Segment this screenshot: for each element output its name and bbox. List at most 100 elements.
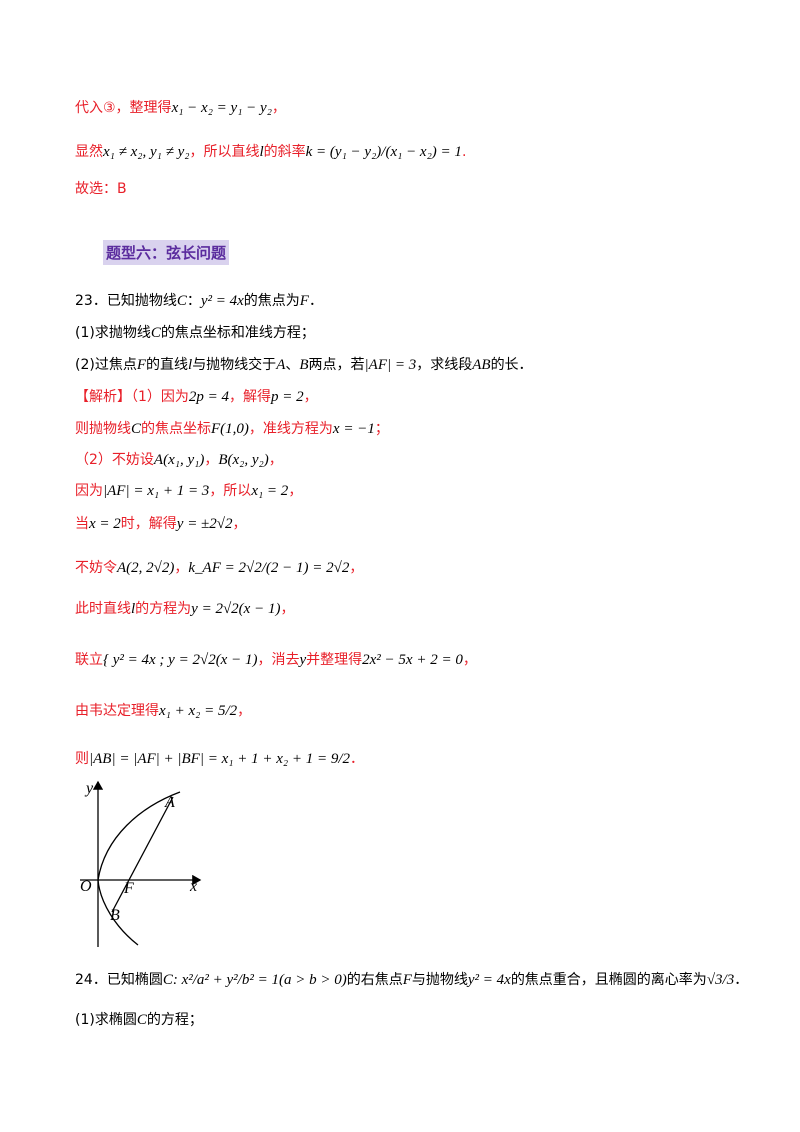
math: 2p = 4	[188, 389, 230, 405]
math: |AB| = |AF| + |BF| = x₁ + 1 + x₂ + 1 = 9…	[89, 751, 350, 767]
math: k_AF = 2√2/(2 − 1) = 2√2	[188, 560, 350, 576]
text: 的焦点坐标和准线方程；	[160, 325, 315, 341]
text: ．	[308, 293, 323, 309]
math: x = 2	[89, 516, 121, 532]
text: 24．已知椭圆	[75, 972, 163, 988]
text: ，	[280, 601, 295, 617]
text: 时，解得	[120, 516, 177, 532]
text: 的焦点重合，且椭圆的离心率为	[510, 972, 707, 988]
chord	[111, 796, 174, 913]
text-line: 则|AB| = |AF| + |BF| = x₁ + 1 + x₂ + 1 = …	[75, 749, 364, 769]
math: y = 2√2(x − 1)	[191, 601, 281, 617]
figure-label: F	[123, 880, 134, 897]
text-line: 23．已知抛物线C：y² = 4x的焦点为F．	[75, 291, 323, 311]
math: y	[299, 652, 307, 668]
text: 23．已知抛物线	[75, 293, 177, 309]
text: ，	[204, 452, 219, 468]
text-line: （2）不妨设A(x₁, y₁)，B(x₂, y₂)，	[75, 450, 283, 470]
text: ，	[462, 652, 477, 668]
text-line: 代入③，整理得x₁ − x₂ = y₁ − y₂，	[75, 98, 286, 118]
math: p = 2	[271, 389, 304, 405]
text: .	[461, 144, 467, 160]
math: |AF| = 3	[364, 357, 417, 373]
math: B(x₂, y₂)	[218, 452, 269, 468]
math: y = ±2√2	[176, 516, 233, 532]
text: ；	[374, 421, 389, 437]
text-line: 因为|AF| = x₁ + 1 = 3，所以x₁ = 2，	[75, 481, 302, 501]
text: 因为	[75, 483, 103, 499]
text-line: (1)求椭圆C的方程；	[75, 1010, 203, 1030]
text: ．	[349, 751, 364, 767]
text: 不妨令	[75, 560, 117, 576]
text: 代入③，整理得	[75, 100, 172, 116]
text: （2）不妨设	[75, 452, 154, 468]
math: B	[299, 357, 309, 373]
math: C	[150, 325, 161, 341]
text: 的斜率	[263, 144, 306, 160]
text: 的方程为	[135, 601, 192, 617]
text-line: 则抛物线C的焦点坐标F(1,0)，准线方程为x = −1；	[75, 419, 389, 439]
math: AB	[472, 357, 491, 373]
text: ，所以	[209, 483, 252, 499]
text: ，	[349, 560, 364, 576]
text-line: 此时直线l的方程为y = 2√2(x − 1)，	[75, 599, 294, 619]
text: ，求线段	[416, 357, 473, 373]
text: 则	[75, 751, 89, 767]
text-line: 由韦达定理得x₁ + x₂ = 5/2，	[75, 701, 251, 721]
math: y² = 4x	[200, 293, 244, 309]
math: x₁ − x₂ = y₁ − y₂	[171, 100, 272, 116]
math: C	[136, 1012, 147, 1028]
text: ，解得	[229, 389, 272, 405]
math: C	[131, 421, 142, 437]
math: |AF| = x₁ + 1 = 3	[103, 483, 210, 499]
math: C: x²/a² + y²/b² = 1(a > b > 0)	[162, 972, 347, 988]
text: 故选：B	[75, 181, 127, 197]
text: 联立	[75, 652, 103, 668]
text: 当	[75, 516, 89, 532]
text: ，所以直线	[189, 144, 260, 160]
math: x₁ = 2	[251, 483, 289, 499]
math: C	[176, 293, 187, 309]
text-line: 当x = 2时，解得y = ±2√2，	[75, 514, 247, 534]
text: ，	[303, 389, 318, 405]
text: 与抛物线交于	[192, 357, 277, 373]
text: 的方程；	[146, 1012, 203, 1028]
text: ，	[288, 483, 303, 499]
math: x = −1	[332, 421, 375, 437]
text: ：	[186, 293, 201, 309]
text: ，	[174, 560, 189, 576]
figure-label: x	[189, 878, 197, 895]
text: 的直线	[146, 357, 189, 373]
text: ，	[271, 100, 286, 116]
text-line: 联立{ y² = 4x ; y = 2√2(x − 1)，消去y并整理得2x² …	[75, 650, 477, 670]
math: F	[299, 293, 309, 309]
text: 、	[285, 357, 300, 373]
math: y² = 4x	[467, 972, 511, 988]
text: 【解析】（1）因为	[75, 389, 189, 405]
math: l	[188, 357, 193, 373]
text: 则抛物线	[75, 421, 131, 437]
parabola-figure: y A O F x B	[80, 780, 202, 947]
text-line: (1)求抛物线C的焦点坐标和准线方程；	[75, 323, 315, 343]
text: 两点，若	[308, 357, 365, 373]
text: 的焦点为	[243, 293, 300, 309]
text: ，	[232, 516, 247, 532]
text-line: 24．已知椭圆C: x²/a² + y²/b² = 1(a > b > 0)的右…	[75, 970, 748, 990]
text: ，准线方程为	[248, 421, 333, 437]
text: 的右焦点	[346, 972, 403, 988]
text: ，	[268, 452, 283, 468]
text: (1)求抛物线	[75, 325, 151, 341]
text-line: 显然x₁ ≠ x₂, y₁ ≠ y₂，所以直线l的斜率k = (y₁ − y₂)…	[75, 142, 466, 162]
math: A(2, 2√2)	[117, 560, 175, 576]
figure-label: A	[164, 794, 175, 811]
math: l	[131, 601, 136, 617]
figure-label: y	[84, 780, 94, 797]
text: ，消去	[257, 652, 300, 668]
text-line: 【解析】（1）因为2p = 4，解得p = 2，	[75, 387, 318, 407]
math: F	[402, 972, 412, 988]
math: { y² = 4x ; y = 2√2(x − 1)	[103, 652, 258, 668]
math: F	[136, 357, 147, 373]
parabola	[97, 791, 181, 946]
text-line: (2)过焦点F的直线l与抛物线交于A、B两点，若|AF| = 3，求线段AB的长…	[75, 355, 533, 375]
text: 由韦达定理得	[75, 703, 159, 719]
